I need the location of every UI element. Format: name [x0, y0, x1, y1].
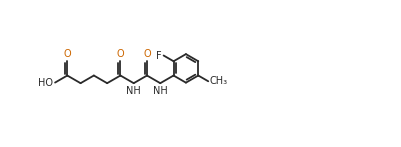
Text: NH: NH — [153, 86, 168, 96]
Text: O: O — [117, 49, 124, 59]
Text: CH₃: CH₃ — [210, 76, 228, 86]
Text: HO: HO — [38, 78, 53, 88]
Text: O: O — [63, 49, 71, 59]
Text: NH: NH — [126, 86, 141, 96]
Text: F: F — [156, 51, 162, 61]
Text: O: O — [143, 49, 151, 59]
